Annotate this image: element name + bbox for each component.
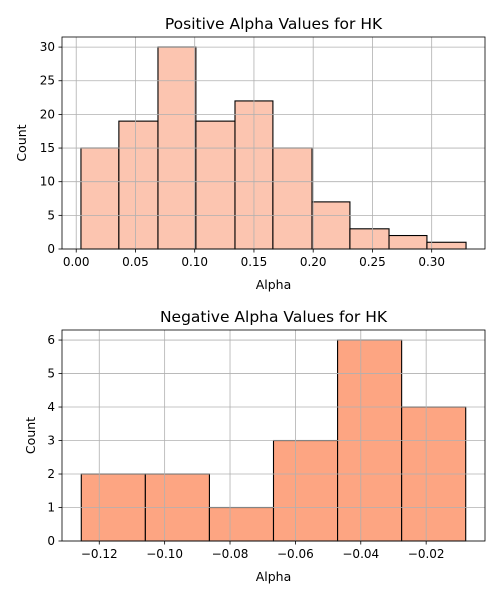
chart-1-ytick-label-3: 10: [40, 175, 55, 189]
chart-2-ytick-label-7: 6: [47, 333, 55, 347]
chart-1-axes-frame: [61, 36, 486, 250]
chart-1-xtick-label-6: 0.25: [359, 255, 386, 269]
chart-1-xtick-label-5: 0.20: [300, 255, 327, 269]
chart-2-xtick-label-4: −0.06: [277, 547, 314, 561]
chart-2-ylabel: Count: [23, 417, 38, 454]
chart-1-ytick-label-7: 30: [40, 40, 55, 54]
chart-1-bar-10: [426, 241, 467, 250]
chart-1-ytick-label-2: 5: [47, 208, 55, 222]
chart-2-title: Negative Alpha Values for HK: [160, 308, 388, 326]
chart-1-title: Positive Alpha Values for HK: [165, 15, 383, 33]
chart-1-xtick-label-1: 0.00: [63, 255, 90, 269]
chart-1-bar-1: [80, 147, 120, 250]
chart-1-bar-2: [118, 120, 159, 250]
chart-1-xtick-label-2: 0.05: [122, 255, 149, 269]
chart-2-bar-3: [208, 506, 275, 542]
chart-1-ytick-label-6: 25: [40, 74, 55, 88]
chart-2-xtick-label-2: −0.10: [146, 547, 183, 561]
chart-2-axes-frame: [61, 329, 486, 542]
chart-2: −0.12 −0.10 −0.08 −0.06 −0.04 −0.02 0 1 2 3 4 5 6 Neg…: [23, 308, 486, 584]
chart-1-bar-8: [349, 228, 390, 250]
chart-2-ytick-label-3: 2: [47, 467, 55, 481]
chart-2-bar-4: [272, 439, 339, 542]
chart-1-xtick-label-7: 0.30: [418, 255, 445, 269]
chart-2-ytick-label-1: 0: [47, 534, 55, 548]
chart-2-xtick-label-5: −0.04: [342, 547, 379, 561]
chart-2-xtick-label-3: −0.08: [212, 547, 249, 561]
chart-1-bar-6: [272, 147, 313, 250]
chart-2-xtick-label-6: −0.02: [408, 547, 445, 561]
chart-1-xtick-label-3: 0.10: [181, 255, 208, 269]
chart-1-ylabel: Count: [14, 124, 29, 161]
chart-2-ytick-label-2: 1: [47, 501, 55, 515]
chart-1-ytick-label-4: 15: [40, 141, 55, 155]
chart-1-xtick-label-4: 0.15: [241, 255, 268, 269]
chart-1-xlabel: Alpha: [256, 277, 292, 292]
chart-1-bar-4: [195, 120, 236, 250]
chart-1-ytick-label-5: 20: [40, 107, 55, 121]
chart-1-ytick-label-1: 0: [47, 242, 55, 256]
chart-2-xtick-label-1: −0.12: [81, 547, 118, 561]
chart-1: 0.00 0.05 0.10 0.15 0.20 0.25 0.30 0 5 10 15 20 25 30…: [14, 15, 486, 292]
chart-1-bar-7: [311, 201, 351, 250]
chart-2-ytick-label-6: 5: [47, 367, 55, 381]
chart-2-xlabel: Alpha: [256, 569, 292, 584]
chart-2-ytick-label-5: 4: [47, 400, 55, 414]
chart-2-ytick-label-4: 3: [47, 434, 55, 448]
chart-1-bar-9: [388, 234, 428, 250]
